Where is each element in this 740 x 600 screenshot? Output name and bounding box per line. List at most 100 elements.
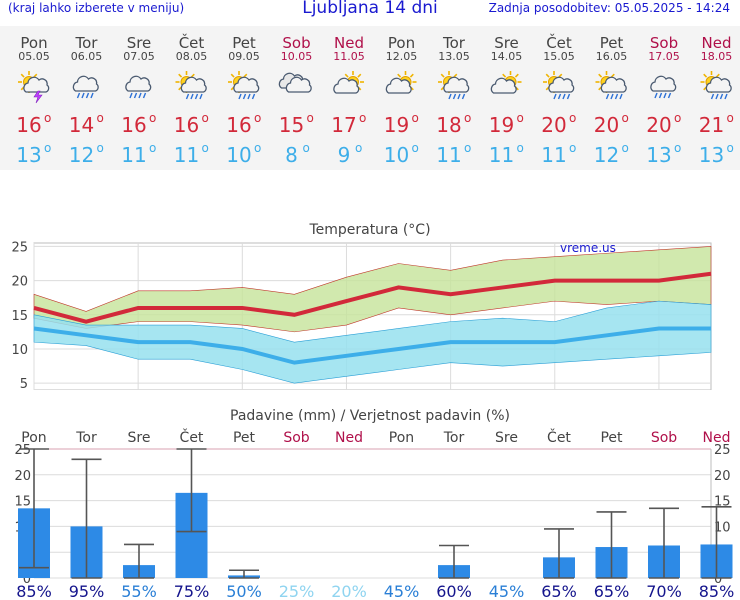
sun-cloud-rain-icon [228,71,260,100]
last-update: Zadnja posodobitev: 05.05.2025 - 14:24 [488,1,730,15]
degree-sign: o [254,111,261,125]
degree-sign: o [355,141,362,155]
cloudy-icon [278,72,312,93]
y-tick-label: 0 [23,572,31,587]
precipitation-probability: 95% [69,582,105,600]
min-temperature: 12 [594,143,619,167]
precipitation-probability: 45% [384,582,420,600]
cloud-shape [443,76,470,93]
min-temperature: 10 [226,143,251,167]
category-label: Tor [75,430,97,446]
day-date: 13.05 [438,50,470,63]
category-label: Pon [21,430,46,446]
degree-sign: o [44,111,51,125]
min-temperature: 10 [384,143,409,167]
max-temperature-line [33,271,712,324]
min-temperature-line [33,326,711,365]
degree-sign: o [727,111,734,125]
min-temperature: 13 [16,143,41,167]
day-date: 12.05 [386,50,418,63]
rain-drop [452,93,457,100]
page-title: Ljubljana 14 dni [302,0,438,18]
day-name: Sre [127,34,152,52]
cloud-rain-icon [650,75,677,99]
min-temperature-range-band [33,300,712,384]
degree-sign: o [202,111,209,125]
min-temperature: 12 [69,143,94,167]
day-name: Čet [546,33,572,52]
max-temperature: 14 [69,113,94,137]
rain-drop [85,92,90,99]
degree-sign: o [359,111,366,125]
sun-cloud-rain-icon [438,71,470,100]
rain-drop [142,92,147,99]
chart-title: Temperatura (°C) [308,222,430,238]
category-label: Sre [128,430,151,446]
degree-sign: o [149,141,156,155]
forecast-panel: Pon 05.05 16 o 13 o Tor 06.05 14 o 12 o Sre 07.05 16 o 1… [0,26,740,170]
cloud-shape [333,77,360,94]
degree-sign: o [97,111,104,125]
y-tick-label: 15 [11,309,28,324]
sun-ray [344,73,349,78]
rain-drop [710,93,715,100]
min-temperature: 13 [699,143,724,167]
y-tick-label-right: 20 [714,469,731,484]
sun-ray [33,73,38,78]
day-date: 07.05 [123,50,155,63]
category-label: Čet [180,428,204,446]
rain-drop [605,93,610,100]
min-temperature: 11 [174,143,199,167]
y-tick-label: 15 [14,495,31,510]
menu-hint: (kraj lahko izberete v meniju) [8,1,185,15]
chart-title: Padavine (mm) / Verjetnost padavin (%) [230,408,510,424]
degree-sign: o [202,141,209,155]
precipitation-probability: 85% [699,582,735,600]
cloud-shape [548,76,575,93]
y-tick-label: 10 [11,343,28,358]
sun-ray [20,73,25,78]
rain-drop [719,93,724,100]
rain-drop [247,93,251,100]
sun-cloud-rain-icon [700,71,732,100]
rain-drop [663,92,667,99]
degree-sign: o [517,141,524,155]
temperature-chart: 5 10 15 20 25 Temperatura (°C) vreme.us [11,222,712,390]
category-label: Sre [495,430,518,446]
sun-cloud-storm-icon [18,71,50,104]
cloud-shape [233,76,260,93]
degree-sign: o [622,111,629,125]
max-temperature: 16 [16,113,41,137]
degree-sign: o [412,141,419,155]
sun-ray [440,73,445,78]
cloud-shape [600,76,627,93]
sun-cloud-icon [333,71,364,94]
max-temperature: 21 [699,113,724,137]
sun-ray [703,73,708,78]
cloud-shape [72,75,99,92]
degree-sign: o [412,111,419,125]
y-tick-label: 20 [11,275,28,290]
category-label: Pet [233,430,256,446]
sun-ray [397,73,402,78]
precipitation-probability: 55% [121,582,157,600]
day-date: 17.05 [648,50,680,63]
rain-drop [251,93,256,100]
degree-sign: o [464,111,471,125]
max-temperature: 18 [436,113,461,137]
sun-ray [357,73,362,78]
rain-drop [715,93,719,100]
category-label: Pon [389,430,414,446]
rain-drop [129,92,133,99]
day-date: 16.05 [596,50,628,63]
cloud-shape [125,75,152,92]
day-name: Pon [388,34,415,52]
sun-cloud-rain-icon [175,71,207,100]
rain-drop [557,93,562,100]
precipitation-probability: 70% [646,582,682,600]
day-date: 06.05 [71,50,103,63]
min-temperature: 8 [285,143,298,167]
sun-cloud-icon [385,71,417,94]
rain-drop [658,92,663,99]
category-label: Čet [547,428,571,446]
